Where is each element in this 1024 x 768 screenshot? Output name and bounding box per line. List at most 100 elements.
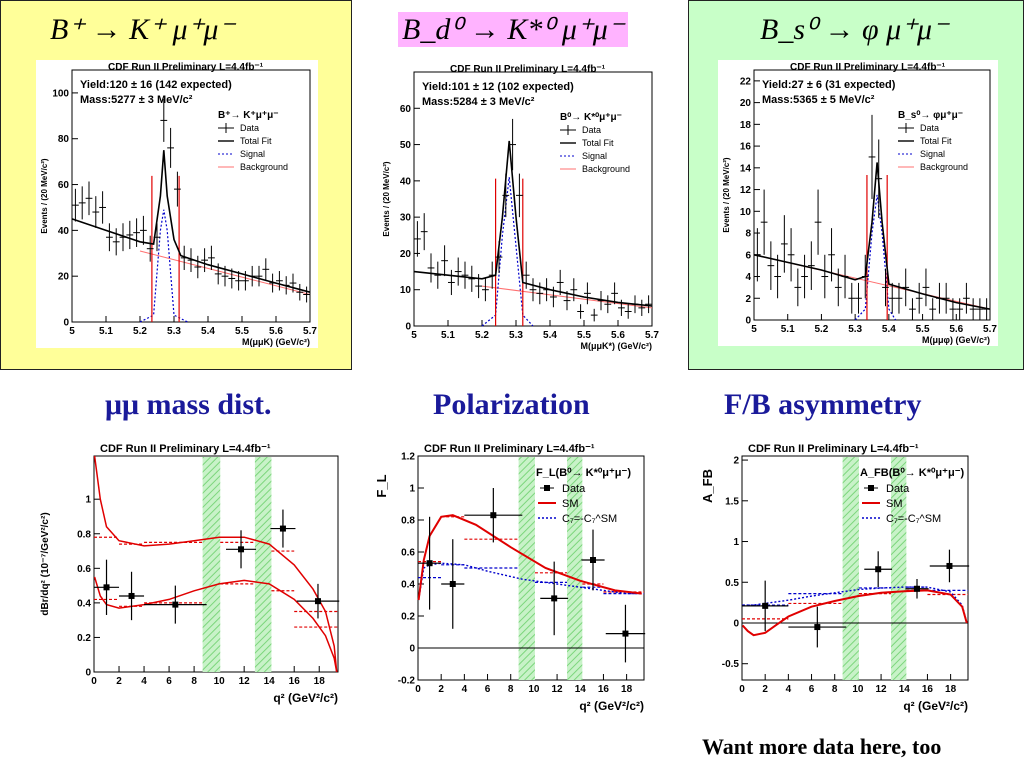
q2plot0-ytick-label: 1 (85, 495, 91, 506)
mass2-xtick-label: 5.3 (848, 324, 862, 335)
mass2-ytick-label: 4 (745, 272, 751, 283)
mass2-xtick-label: 5.5 (916, 324, 930, 335)
legend-title: B_s⁰→ φμ⁺μ⁻ (898, 110, 963, 121)
data-point (814, 624, 821, 631)
q2-plot-polarization: 0 2 4 6 8 10 12 14 16 18-0.200.20.40.60.811.2CDF … (372, 436, 662, 716)
c7-flipped-curve (742, 586, 968, 624)
mass2-ytick-label: 22 (740, 76, 752, 87)
q2plot2-ytick-label: -0.5 (722, 659, 740, 670)
mass1-ytick-label: 10 (400, 285, 412, 296)
q2plot1-xtick-label: 2 (438, 684, 444, 695)
legend-label: Signal (582, 151, 607, 161)
data-point (238, 546, 245, 553)
mass2-ytick-label: 14 (740, 163, 752, 174)
data-point (946, 562, 953, 569)
data-point (103, 584, 110, 591)
q2plot2-xtick-label: 10 (852, 684, 864, 695)
y-axis-label: F_L (374, 474, 389, 497)
plot-header: CDF Run II Preliminary L=4.4fb⁻¹ (100, 443, 271, 455)
mass2-ytick-label: 8 (745, 229, 751, 240)
q2plot2-xtick-label: 2 (762, 684, 768, 695)
q2plot0-ytick-label: 0 (85, 668, 91, 679)
legend-label: C₇=-C₇^SM (886, 513, 941, 525)
mass0-xtick-label: 5.4 (201, 326, 215, 337)
q2plot1-ytick-label: -0.2 (398, 676, 416, 687)
footer-note: Want more data here, too (702, 734, 942, 759)
mass2-ytick-label: 2 (745, 294, 751, 305)
total-fit-curve (413, 140, 653, 307)
q2plot0-xtick-label: 6 (166, 676, 172, 687)
sm-lower-curve (93, 576, 338, 673)
mass2-ytick-label: 6 (745, 250, 751, 261)
q2plot0-xtick-label: 12 (239, 676, 251, 687)
mass1-xtick-label: 5.7 (645, 330, 659, 341)
data-point (590, 557, 597, 563)
mass-plot-bs: 5 5.1 5.2 5.3 5.4 5.5 5.6 5.7 0 2 4 6 8 10 12 14 16 18 20 2… (718, 60, 998, 346)
mass1-xtick-label: 5.3 (509, 330, 523, 341)
y-axis-label: Events / (20 MeV/c²) (40, 158, 49, 233)
q2plot1-xtick-label: 0 (415, 684, 421, 695)
q2plot1-xtick-label: 10 (528, 684, 540, 695)
mass2-xtick-label: 5.1 (781, 324, 795, 335)
yield-text: Yield:120 ± 16 (142 expected) (80, 79, 232, 91)
mass-text: Mass:5277 ± 3 MeV/c² (80, 94, 193, 106)
q2plot2-ytick-label: 0 (733, 618, 739, 629)
sm-curve (417, 514, 642, 601)
data-point (490, 512, 497, 519)
q2plot0-xtick-label: 14 (264, 676, 276, 687)
x-axis-label: M(μμφ) (GeV/c²) (922, 335, 990, 345)
data-point (449, 581, 456, 587)
q2plot0-ytick-label: 0.8 (77, 529, 91, 540)
q2plot0-xtick-label: 2 (116, 676, 122, 687)
mass-text: Mass:5365 ± 5 MeV/c² (762, 94, 875, 106)
data-point (914, 585, 921, 592)
charmonium-veto-band (518, 457, 535, 680)
plot-header: CDF Run II Preliminary L=4.4fb⁻¹ (790, 62, 946, 73)
q2plot0-ytick-label: 0.2 (77, 633, 91, 644)
mass1-ytick-label: 20 (400, 249, 412, 260)
legend-title: B⁺→ K⁺μ⁺μ⁻ (218, 110, 279, 121)
legend-label: Background (920, 162, 968, 172)
q2-plot-branching-ratio: 0 2 4 6 8 10 12 14 16 18 0 0.2 0.4 0.6 0.8 1 CDF Run II … (36, 440, 348, 730)
legend-label: Data (562, 483, 586, 495)
legend-label: Signal (240, 149, 265, 159)
q2plot2-xtick-label: 12 (876, 684, 888, 695)
mass0-xtick-label: 5.6 (269, 326, 283, 337)
data-point (314, 598, 321, 605)
section-label-mass: μμ mass dist. (105, 388, 272, 421)
q2plot1-ytick-label: 0.4 (401, 580, 415, 591)
q2plot2-xtick-label: 8 (832, 684, 838, 695)
legend-label: Total Fit (582, 138, 614, 148)
q2plot1-xtick-label: 4 (462, 684, 468, 695)
q2plot1-xtick-label: 14 (575, 684, 587, 695)
charmonium-veto-band (842, 457, 859, 680)
x-axis-label: q² (GeV²/c²) (579, 699, 644, 713)
x-axis-label: q² (GeV²/c²) (273, 691, 338, 705)
data-point (551, 595, 558, 602)
legend-swatch (868, 485, 874, 491)
charmonium-veto-band (891, 457, 907, 680)
mass2-xtick-label: 5.2 (814, 324, 828, 335)
legend-title: A_FB(B⁰→ K*⁰μ⁺μ⁻) (860, 467, 965, 479)
q2plot2-ytick-label: 1.5 (725, 496, 739, 507)
data-point (622, 630, 629, 637)
q2plot0-ytick-label: 0.4 (77, 598, 91, 609)
mass1-xtick-label: 5.1 (441, 330, 455, 341)
y-axis-label: dBr/dq² (10⁻⁷/GeV²/c²) (40, 512, 51, 615)
mass2-ytick-label: 0 (745, 316, 751, 327)
mass2-xtick-label: 5 (751, 324, 757, 335)
q2plot1-ytick-label: 0.8 (401, 516, 415, 527)
q2plot0-xtick-label: 4 (141, 676, 147, 687)
mass0-xtick-label: 5.1 (99, 326, 113, 337)
legend-label: Background (582, 164, 630, 174)
q2plot1-ytick-label: 1 (409, 484, 415, 495)
legend-title: B⁰→ K*⁰μ⁺μ⁻ (560, 112, 622, 123)
mass0-ytick-label: 60 (58, 180, 70, 191)
plot-header: CDF Run II Preliminary L=4.4fb⁻¹ (748, 443, 919, 455)
q2plot0-xtick-label: 8 (191, 676, 197, 687)
y-axis-label: A_FB (700, 469, 715, 503)
legend-label: Total Fit (920, 136, 952, 146)
mass2-ytick-label: 12 (740, 185, 752, 196)
q2plot0-ytick-label: 0.6 (77, 564, 91, 575)
q2plot1-ytick-label: 0.2 (401, 612, 415, 623)
